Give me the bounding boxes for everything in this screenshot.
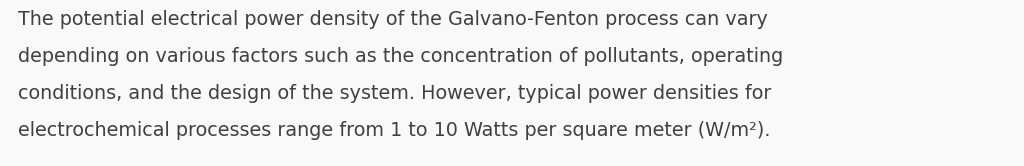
Text: depending on various factors such as the concentration of pollutants, operating: depending on various factors such as the…	[18, 47, 783, 66]
Text: electrochemical processes range from 1 to 10 Watts per square meter (W/m²).: electrochemical processes range from 1 t…	[18, 121, 770, 140]
Text: conditions, and the design of the system. However, typical power densities for: conditions, and the design of the system…	[18, 84, 771, 103]
Text: The potential electrical power density of the Galvano-Fenton process can vary: The potential electrical power density o…	[18, 10, 768, 29]
